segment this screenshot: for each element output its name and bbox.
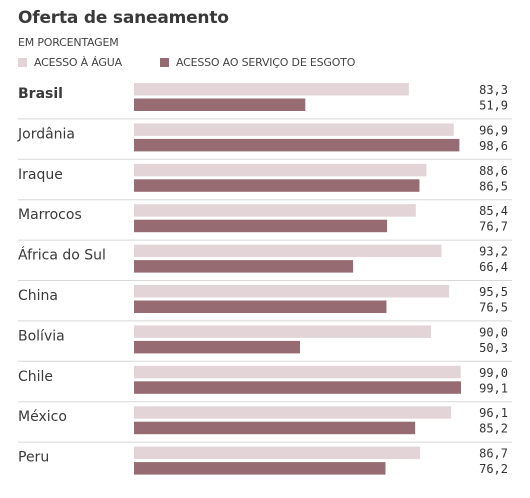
legend-swatch-agua [18,58,27,67]
value-label-brasil-agua: 83,3 [479,83,508,97]
value-label-marrocos-agua: 85,4 [479,204,508,218]
bar-africa-do-sul-esgoto [134,260,354,273]
value-label-chile-agua: 99,0 [479,366,508,380]
bar-chile-esgoto [134,381,462,394]
category-label-africa-do-sul: África do Sul [18,247,106,264]
chart-title: Oferta de saneamento [18,8,229,28]
bar-peru-esgoto [134,462,386,475]
value-label-peru-agua: 86,7 [479,447,508,461]
category-label-bolivia: Bolívia [18,328,65,344]
bar-iraque-esgoto [134,179,420,192]
bar-brasil-agua [134,83,409,96]
bar-chile-agua [134,365,461,379]
bar-peru-agua [134,446,421,460]
value-label-jordania-agua: 96,9 [479,123,508,137]
value-label-marrocos-esgoto: 76,7 [479,220,508,234]
value-label-brasil-esgoto: 51,9 [479,99,508,113]
legend-label-esgoto: ACESSO AO SERVIÇO DE ESGOTO [176,56,356,69]
value-label-bolivia-agua: 90,0 [479,325,508,339]
value-label-chile-esgoto: 99,1 [479,381,508,395]
value-label-africa-do-sul-esgoto: 66,4 [479,260,508,274]
value-label-jordania-esgoto: 98,6 [479,139,508,153]
value-label-iraque-esgoto: 86,5 [479,179,508,193]
value-label-iraque-agua: 88,6 [479,164,508,178]
bar-marrocos-esgoto [134,219,388,233]
category-label-marrocos: Marrocos [18,207,82,223]
bar-china-esgoto [134,300,387,313]
value-label-peru-esgoto: 76,2 [479,462,508,476]
bar-brasil-esgoto [134,98,306,111]
category-label-brasil: Brasil [18,86,63,102]
bar-iraque-agua [134,163,427,177]
bar-bolivia-esgoto [134,340,300,354]
category-label-chile: Chile [18,369,53,385]
category-label-china: China [18,288,58,304]
value-label-mexico-agua: 96,1 [479,406,508,420]
category-label-mexico: México [18,409,67,425]
bar-africa-do-sul-agua [134,244,442,258]
bar-mexico-agua [134,406,452,419]
value-label-china-agua: 95,5 [479,285,508,299]
value-label-africa-do-sul-agua: 93,2 [479,245,508,259]
legend-label-agua: ACESSO À ÁGUA [34,56,122,69]
category-label-iraque: Iraque [18,167,63,183]
value-label-china-esgoto: 76,5 [479,301,508,315]
legend-item-agua: ACESSO À ÁGUA [18,56,122,69]
value-label-bolivia-esgoto: 50,3 [479,341,508,355]
bar-marrocos-agua [134,204,416,217]
legend-swatch-esgoto [160,58,169,67]
chart-subtitle: EM PORCENTAGEM [18,36,119,49]
category-label-peru: Peru [18,450,49,466]
legend-item-esgoto: ACESSO AO SERVIÇO DE ESGOTO [160,56,355,69]
bar-jordania-agua [134,123,454,136]
category-label-jordania: Jordânia [17,126,75,142]
bar-bolivia-agua [134,325,431,338]
bar-jordania-esgoto [134,138,460,152]
value-label-mexico-esgoto: 85,2 [479,422,508,436]
bar-china-agua [134,285,450,298]
bar-mexico-esgoto [134,421,416,435]
